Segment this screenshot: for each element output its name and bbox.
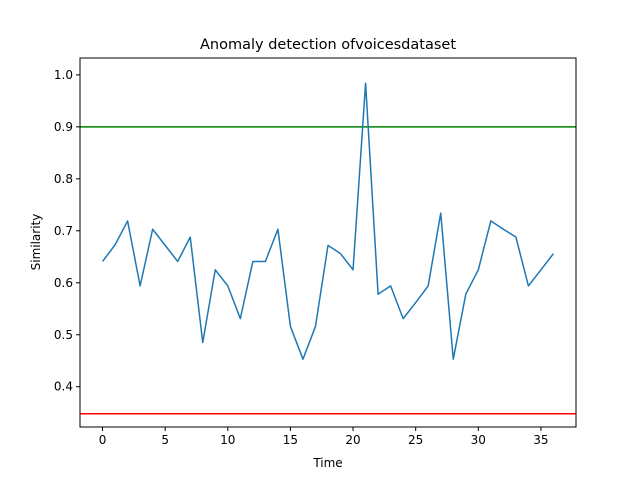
x-tick-label: 25 [408,433,423,447]
reference-lines [80,126,576,415]
chart-title: Anomaly detection ofvoicesdataset [200,37,456,53]
y-tick-label: 0.8 [54,172,73,186]
x-tick-label: 0 [99,433,107,447]
x-tick-label: 30 [471,433,486,447]
y-tick-label: 0.9 [54,120,73,134]
x-tick-label: 35 [533,433,548,447]
x-tick-label: 20 [345,433,360,447]
y-tick-label: 1.0 [54,68,73,82]
y-tick-label: 0.4 [54,380,73,394]
y-tick-label: 0.7 [54,224,73,238]
x-axis: 0 5 10 15 20 25 30 35 [99,427,549,447]
x-tick-label: 10 [220,433,235,447]
y-axis: 0.4 0.5 0.6 0.7 0.8 0.9 1.0 [54,68,80,394]
series-line-1 [101,82,555,360]
y-tick-label: 0.6 [54,276,73,290]
y-axis-label: Similarity [29,214,43,271]
series-layer [101,82,555,360]
y-tick-label: 0.5 [54,328,73,342]
x-tick-label: 15 [283,433,298,447]
plot-frame [79,57,577,428]
x-tick-label: 5 [161,433,169,447]
x-axis-label: Time [312,456,342,470]
